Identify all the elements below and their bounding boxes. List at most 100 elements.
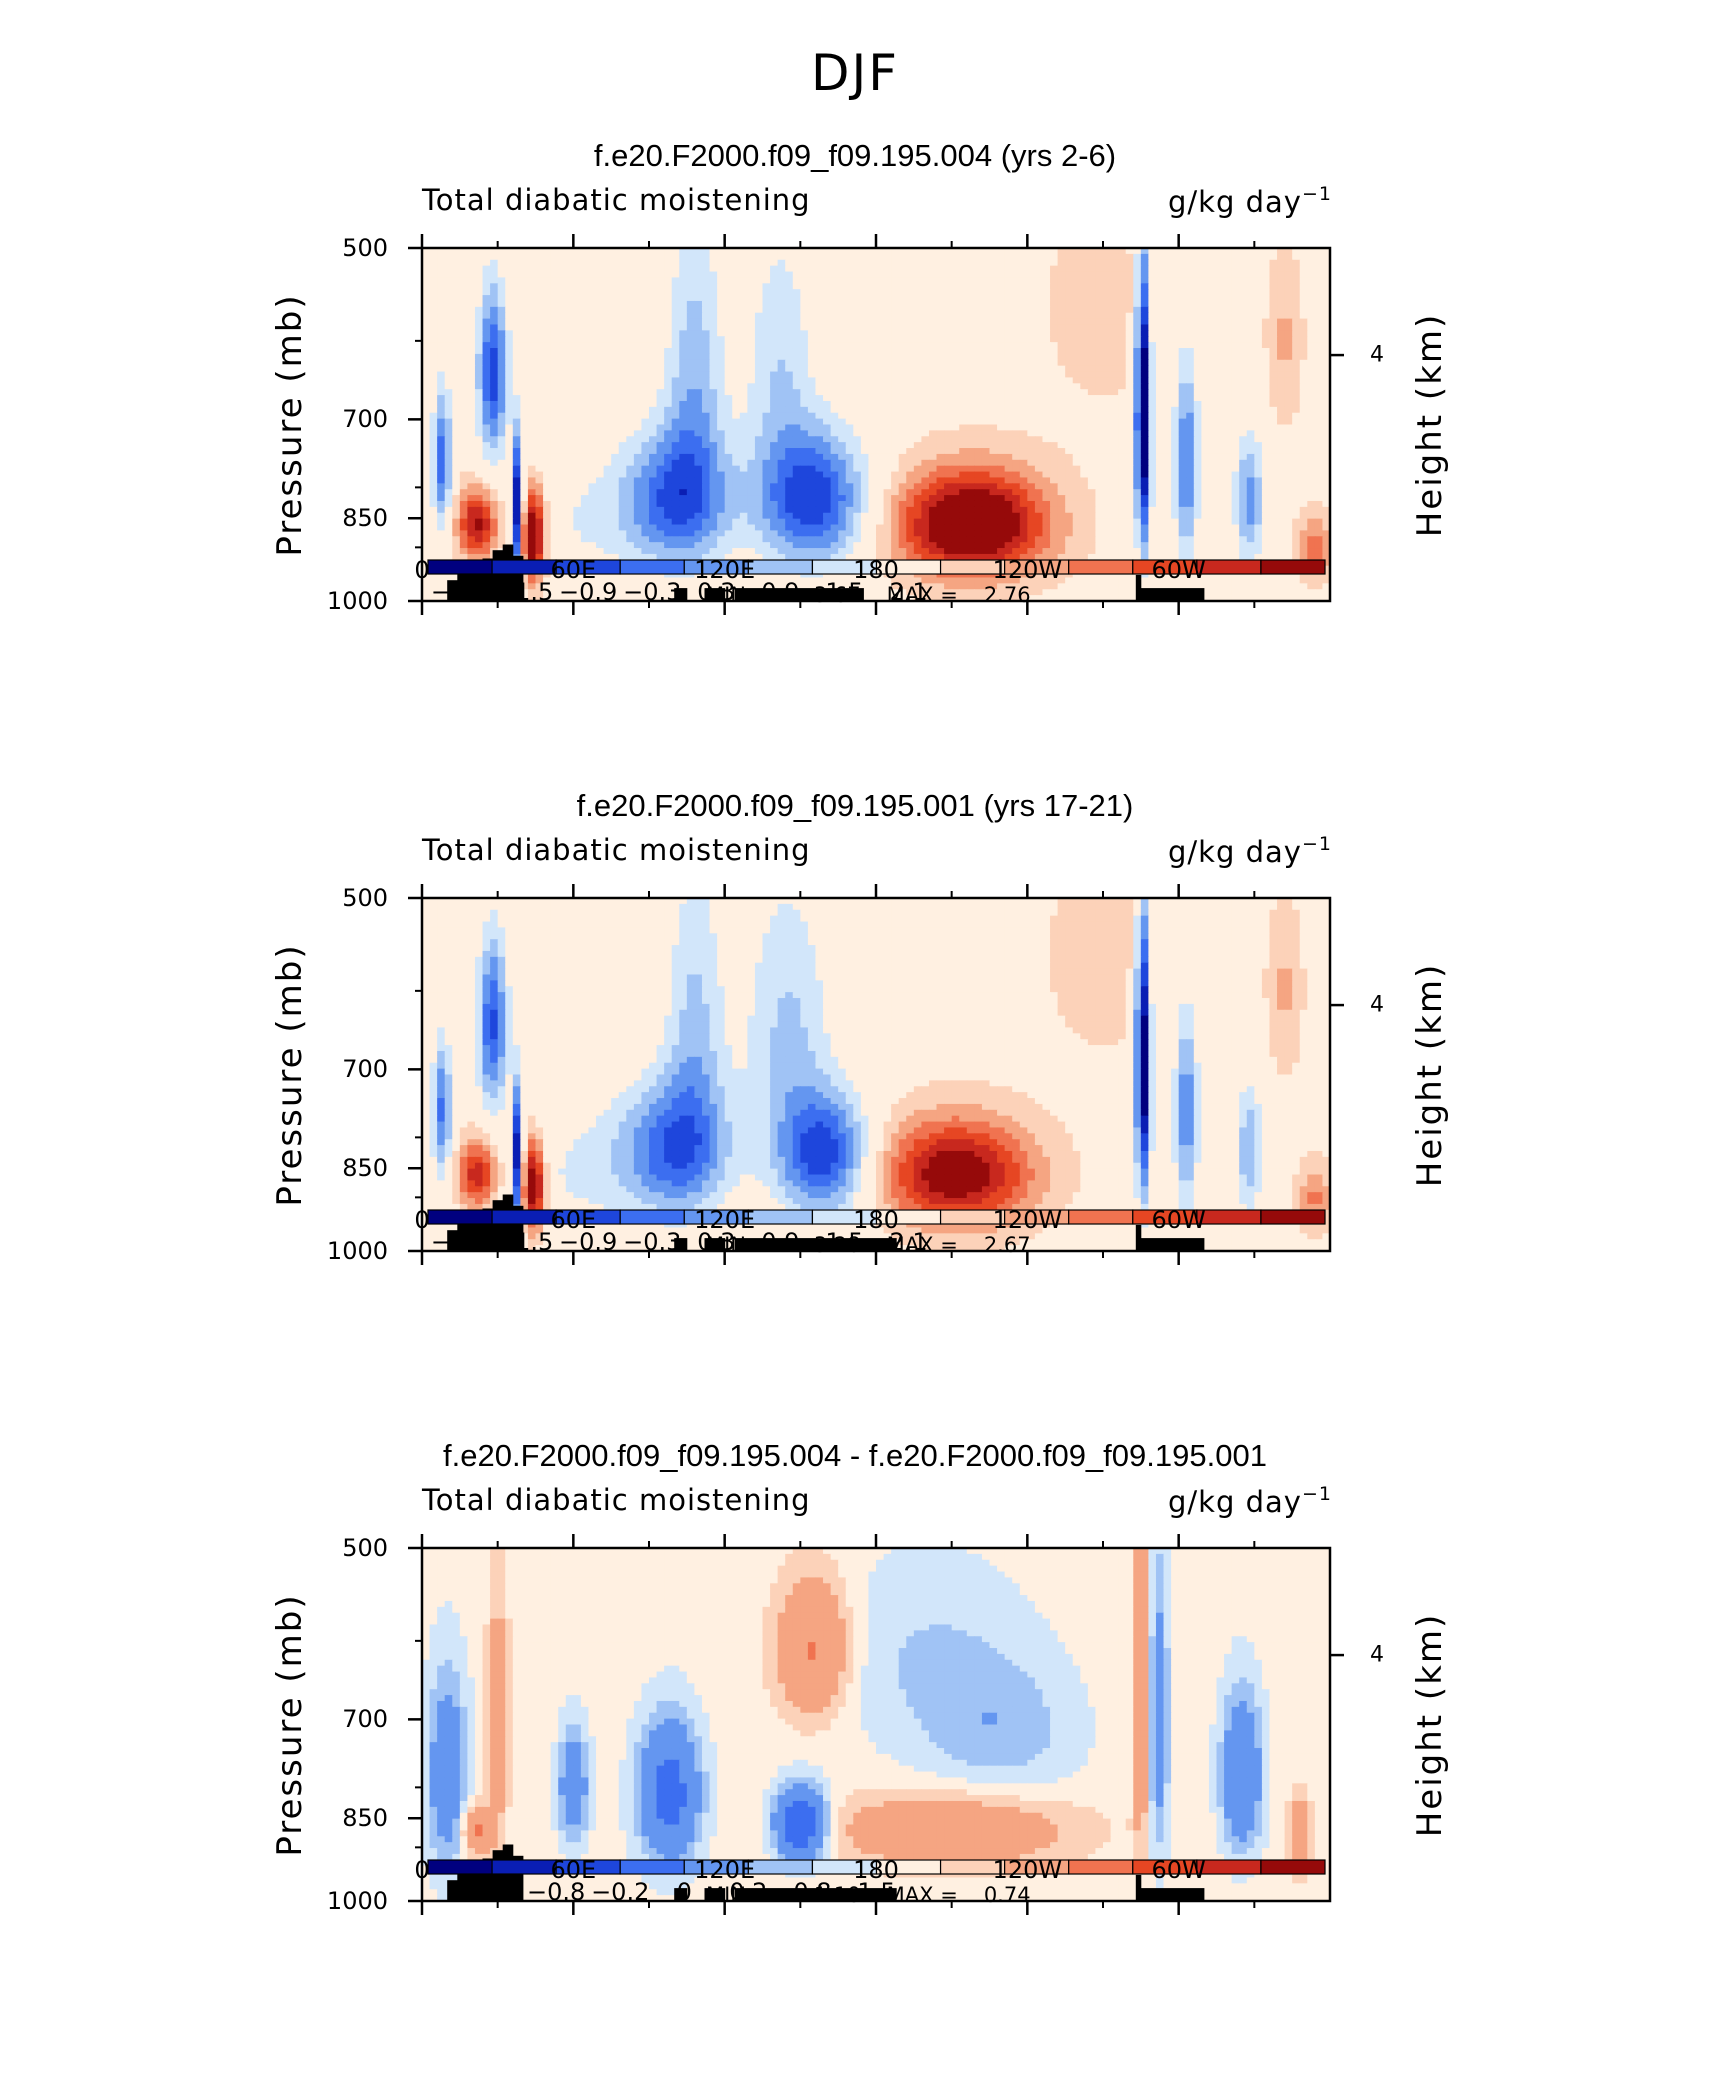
heatmap-cell <box>467 407 475 413</box>
heatmap-cell <box>566 425 574 431</box>
heatmap-cell <box>634 330 642 336</box>
heatmap-cell <box>929 407 937 413</box>
heatmap-cell <box>1035 254 1043 260</box>
heatmap-cell <box>551 348 559 354</box>
heatmap-cell <box>1118 266 1126 272</box>
heatmap-cell <box>732 448 740 454</box>
heatmap-cell <box>899 442 907 448</box>
heatmap-cell <box>596 319 604 325</box>
heatmap-cell <box>573 360 581 366</box>
heatmap-cell <box>1164 295 1172 301</box>
heatmap-cell <box>581 354 589 360</box>
heatmap-cell <box>770 407 778 413</box>
heatmap-cell <box>1217 377 1225 383</box>
heatmap-cell <box>520 383 528 389</box>
heatmap-cell <box>702 324 710 330</box>
heatmap-cell <box>876 289 884 295</box>
heatmap-cell <box>460 254 468 260</box>
heatmap-cell <box>687 319 695 325</box>
heatmap-cell <box>634 395 642 401</box>
heatmap-cell <box>770 413 778 419</box>
heatmap-cell <box>1224 289 1232 295</box>
heatmap-cell <box>710 442 718 448</box>
heatmap-cell <box>740 477 748 483</box>
heatmap-cell <box>702 395 710 401</box>
heatmap-cell <box>1285 477 1293 483</box>
heatmap-cell <box>694 477 702 483</box>
heatmap-cell <box>1020 372 1028 378</box>
heatmap-cell <box>921 283 929 289</box>
heatmap-cell <box>634 372 642 378</box>
heatmap-cell <box>475 389 483 395</box>
heatmap-cell <box>1164 425 1172 431</box>
heatmap-cell <box>967 436 975 442</box>
heatmap-cell <box>846 407 854 413</box>
heatmap-cell <box>460 377 468 383</box>
heatmap-cell <box>573 413 581 419</box>
heatmap-cell <box>1080 366 1088 372</box>
heatmap-cell <box>664 383 672 389</box>
heatmap-cell <box>536 442 544 448</box>
heatmap-cell <box>634 454 642 460</box>
heatmap-cell <box>1307 407 1315 413</box>
heatmap-cell <box>952 260 960 266</box>
heatmap-cell <box>611 272 619 278</box>
heatmap-cell <box>536 407 544 413</box>
heatmap-cell <box>611 407 619 413</box>
heatmap-cell <box>778 354 786 360</box>
heatmap-cell <box>611 319 619 325</box>
heatmap-cell <box>1042 301 1050 307</box>
heatmap-cell <box>430 307 438 313</box>
heatmap-cell <box>959 425 967 431</box>
heatmap-cell <box>702 489 710 495</box>
heatmap-cell <box>1217 360 1225 366</box>
heatmap-cell <box>558 430 566 436</box>
heatmap-cell <box>626 401 634 407</box>
heatmap-cell <box>1194 324 1202 330</box>
heatmap-cell <box>460 436 468 442</box>
heatmap-cell <box>831 477 839 483</box>
heatmap-cell <box>929 413 937 419</box>
heatmap-cell <box>1012 283 1020 289</box>
heatmap-cell <box>1058 407 1066 413</box>
heatmap-cell <box>596 430 604 436</box>
heatmap-cell <box>475 260 483 266</box>
heatmap-cell <box>694 389 702 395</box>
heatmap-cell <box>1232 448 1240 454</box>
heatmap-cell <box>1058 272 1066 278</box>
heatmap-cell <box>528 407 536 413</box>
heatmap-cell <box>785 360 793 366</box>
heatmap-cell <box>566 283 574 289</box>
heatmap-cell <box>641 348 649 354</box>
heatmap-cell <box>732 372 740 378</box>
heatmap-cell <box>1148 324 1156 330</box>
heatmap-cell <box>687 277 695 283</box>
heatmap-cell <box>513 354 521 360</box>
heatmap-cell <box>755 342 763 348</box>
heatmap-cell <box>815 407 823 413</box>
heatmap-cell <box>717 395 725 401</box>
heatmap-cell <box>513 477 521 483</box>
heatmap-cell <box>1005 483 1013 489</box>
heatmap-cell <box>558 354 566 360</box>
heatmap-cell <box>611 477 619 483</box>
heatmap-cell <box>770 348 778 354</box>
heatmap-cell <box>906 477 914 483</box>
heatmap-cell <box>974 372 982 378</box>
heatmap-cell <box>1217 395 1225 401</box>
heatmap-cell <box>634 283 642 289</box>
heatmap-cell <box>710 319 718 325</box>
heatmap-cell <box>1164 254 1172 260</box>
heatmap-cell <box>1292 283 1300 289</box>
heatmap-cell <box>808 301 816 307</box>
heatmap-cell <box>430 272 438 278</box>
heatmap-cell <box>581 454 589 460</box>
heatmap-cell <box>1126 372 1134 378</box>
heatmap-cell <box>513 436 521 442</box>
heatmap-cell <box>528 289 536 295</box>
heatmap-cell <box>551 272 559 278</box>
heatmap-cell <box>1148 313 1156 319</box>
heatmap-cell <box>876 472 884 478</box>
heatmap-cell <box>1164 319 1172 325</box>
heatmap-cell <box>990 477 998 483</box>
